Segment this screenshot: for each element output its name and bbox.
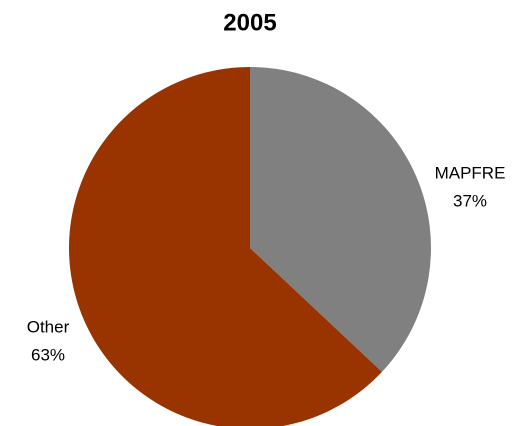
chart-title: 2005 xyxy=(223,9,276,36)
pie-slice xyxy=(250,67,431,372)
slice-label: MAPFRE xyxy=(435,163,506,182)
slice-value-label: 63% xyxy=(31,345,65,364)
slice-value-label: 37% xyxy=(453,191,487,210)
slice-label: Other xyxy=(27,317,70,336)
pie-slice xyxy=(69,67,382,426)
